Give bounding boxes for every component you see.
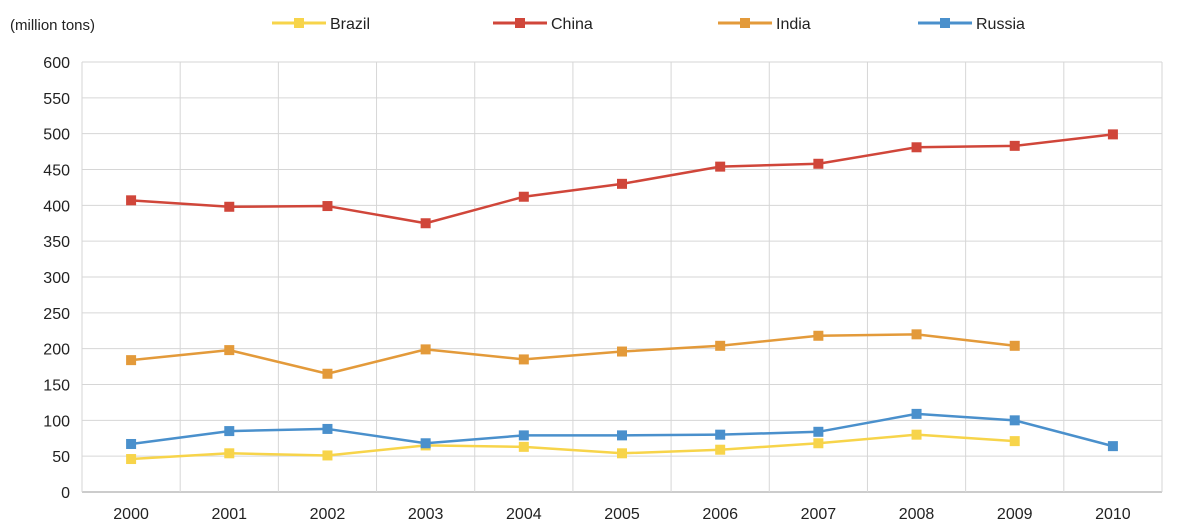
x-axis-ticks: 2000 2001 2002 2003 2004 2005 2006 2007 2008 2009…: [113, 506, 1131, 523]
data-point-brazil: [715, 444, 726, 455]
data-point-india: [420, 344, 431, 355]
data-point-china: [126, 195, 137, 206]
x-tick-label: 2006: [702, 506, 738, 523]
x-tick-label: 2010: [1095, 506, 1131, 523]
data-point-russia: [420, 438, 431, 449]
data-point-china: [1107, 129, 1118, 140]
x-tick-label: 2002: [310, 506, 346, 523]
data-point-brazil: [126, 454, 137, 465]
data-point-russia: [322, 423, 333, 434]
legend-label: Russia: [976, 16, 1025, 33]
y-tick-label: 0: [61, 485, 70, 502]
x-tick-label: 2001: [211, 506, 247, 523]
legend-label: Brazil: [330, 16, 370, 33]
data-point-china: [813, 158, 824, 169]
data-point-russia: [911, 408, 922, 419]
y-tick-label: 100: [43, 413, 70, 430]
data-point-india: [518, 354, 529, 365]
x-tick-label: 2004: [506, 506, 542, 523]
legend-label: China: [551, 16, 593, 33]
y-unit-label: (million tons): [10, 17, 95, 34]
data-point-brazil: [813, 438, 824, 449]
legend-label: India: [776, 16, 811, 33]
data-point-brazil: [1009, 436, 1020, 447]
data-point-brazil: [617, 448, 627, 459]
data-point-brazil: [911, 429, 922, 440]
series-line-india: [130, 333, 1015, 375]
series-line-brazil: [131, 433, 1015, 461]
data-point-russia: [617, 430, 627, 441]
data-point-russia: [1107, 441, 1118, 452]
data-point-india: [322, 368, 333, 379]
legend-item-brazil: Brazil: [272, 16, 370, 33]
legend-swatch-marker: [940, 18, 950, 28]
data-point-china: [322, 201, 333, 212]
data-point-china: [420, 218, 431, 229]
data-point-china: [617, 178, 627, 189]
legend-swatch-marker: [740, 18, 750, 28]
legend-item-india: India: [718, 16, 811, 33]
y-tick-label: 50: [52, 449, 70, 466]
y-tick-label: 350: [43, 234, 70, 251]
data-point-india: [813, 330, 824, 341]
legend-swatch-marker: [294, 18, 304, 28]
x-tick-label: 2008: [899, 506, 935, 523]
data-point-china: [518, 191, 529, 202]
series-brazil: [126, 429, 1020, 465]
grid: [81, 61, 1163, 493]
data-point-russia: [518, 430, 529, 441]
x-tick-label: 2005: [604, 506, 640, 523]
y-tick-label: 250: [43, 306, 70, 323]
data-point-india: [715, 340, 726, 351]
data-point-russia: [715, 429, 726, 440]
data-point-brazil: [224, 448, 235, 459]
data-point-russia: [813, 426, 824, 437]
series-group: [126, 129, 1118, 465]
data-point-brazil: [518, 441, 529, 452]
y-tick-label: 300: [43, 270, 70, 287]
y-tick-label: 150: [43, 378, 70, 395]
data-point-china: [1009, 140, 1020, 151]
series-china: [126, 129, 1118, 229]
data-point-india: [126, 355, 137, 366]
data-point-china: [715, 161, 726, 172]
y-tick-label: 450: [43, 163, 70, 180]
data-point-india: [911, 329, 922, 340]
data-point-russia: [126, 438, 137, 449]
legend-swatch-marker: [515, 18, 525, 28]
data-point-russia: [1009, 415, 1020, 426]
x-tick-label: 2007: [801, 506, 837, 523]
x-tick-label: 2000: [113, 506, 149, 523]
data-point-brazil: [322, 450, 333, 461]
y-tick-label: 200: [43, 342, 70, 359]
data-point-india: [617, 346, 627, 357]
data-point-india: [1009, 340, 1020, 351]
legend: Brazil China India Russia: [272, 16, 1025, 33]
legend-item-russia: Russia: [918, 16, 1025, 33]
series-india: [126, 329, 1020, 379]
series-russia: [126, 408, 1118, 452]
y-tick-label: 400: [43, 198, 70, 215]
data-point-china: [911, 142, 922, 153]
data-point-russia: [224, 426, 235, 437]
y-tick-label: 500: [43, 127, 70, 144]
y-tick-label: 600: [43, 55, 70, 72]
y-tick-label: 550: [43, 91, 70, 108]
legend-item-china: China: [493, 16, 593, 33]
x-tick-label: 2009: [997, 506, 1033, 523]
data-point-india: [224, 345, 235, 356]
data-point-china: [224, 201, 235, 212]
x-tick-label: 2003: [408, 506, 444, 523]
y-axis-ticks: 0 50 100 150 200 250 300 350 400 450 500 550 600: [43, 55, 70, 502]
